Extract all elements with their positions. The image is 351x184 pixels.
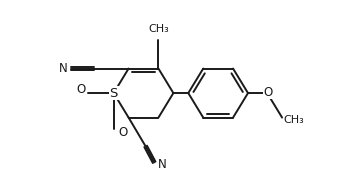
Text: O: O <box>264 86 273 98</box>
Text: CH₃: CH₃ <box>148 24 169 34</box>
Text: N: N <box>59 62 68 75</box>
Text: O: O <box>118 126 127 139</box>
Text: O: O <box>77 83 86 96</box>
Text: CH₃: CH₃ <box>283 115 304 125</box>
Text: N: N <box>157 158 166 171</box>
Text: S: S <box>110 86 118 100</box>
